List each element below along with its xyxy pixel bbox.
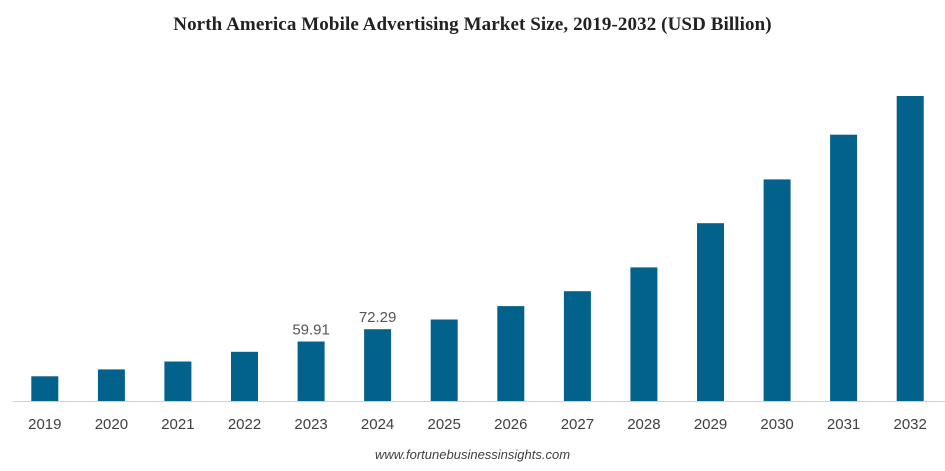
x-tick-label-2023: 2023 bbox=[294, 416, 327, 433]
x-tick-label-2021: 2021 bbox=[161, 416, 194, 433]
bar-2029 bbox=[697, 223, 724, 401]
bar-2028 bbox=[630, 267, 658, 401]
source-credit: www.fortunebusinessinsights.com bbox=[374, 447, 571, 462]
bar-2021 bbox=[164, 361, 192, 401]
bar-2019 bbox=[31, 376, 59, 401]
x-tick-label-2026: 2026 bbox=[494, 416, 527, 433]
bar-2020 bbox=[97, 369, 125, 401]
x-tick-label-2024: 2024 bbox=[361, 416, 394, 433]
bar-2023 bbox=[297, 341, 325, 401]
x-tick-label-2032: 2032 bbox=[894, 416, 927, 433]
x-tick-label-2022: 2022 bbox=[228, 416, 261, 433]
bar-2026 bbox=[497, 306, 525, 401]
bar-2024 bbox=[364, 329, 392, 401]
x-tick-label-2030: 2030 bbox=[760, 416, 793, 433]
chart-title: North America Mobile Advertising Market … bbox=[173, 14, 772, 35]
x-tick-label-2025: 2025 bbox=[428, 416, 461, 433]
data-label-2023: 59.91 bbox=[292, 322, 330, 339]
x-tick-label-2028: 2028 bbox=[627, 416, 660, 433]
bar-2025 bbox=[430, 319, 458, 401]
bar-2022 bbox=[231, 351, 258, 401]
x-tick-label-2031: 2031 bbox=[827, 416, 860, 433]
x-tick-label-2020: 2020 bbox=[95, 416, 128, 433]
bar-2031 bbox=[830, 134, 858, 401]
x-tick-label-2029: 2029 bbox=[694, 416, 727, 433]
x-tick-label-2027: 2027 bbox=[561, 416, 594, 433]
bar-2032 bbox=[896, 96, 924, 401]
bar-2027 bbox=[563, 291, 591, 401]
x-tick-label-2019: 2019 bbox=[28, 416, 61, 433]
data-label-2024: 72.29 bbox=[359, 309, 397, 326]
bar-2030 bbox=[763, 179, 791, 401]
